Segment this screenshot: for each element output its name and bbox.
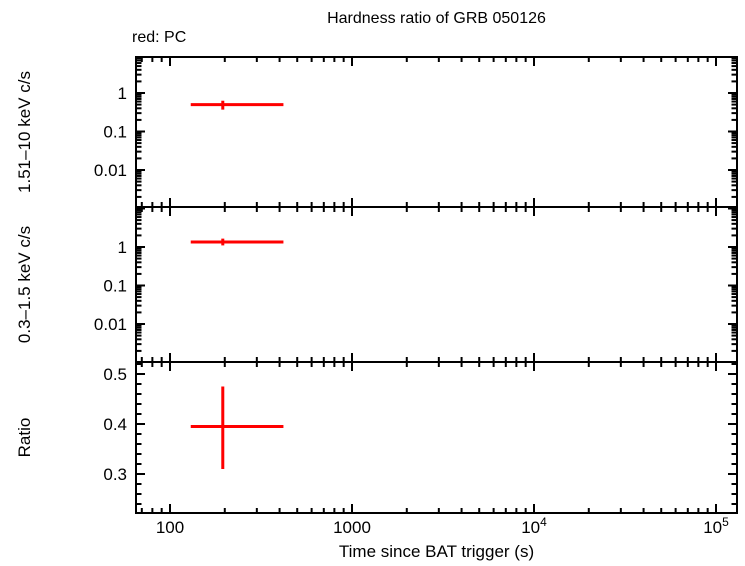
y-tick-label: 0.4 (103, 415, 127, 434)
x-tick-label: 104 (521, 515, 547, 537)
panel-frame-soft-band (135, 206, 738, 363)
x-tick-label: 100 (156, 518, 184, 537)
y-axis-title-soft-band: 0.3–1.5 keV c/s (15, 226, 34, 343)
panel-frame-ratio (135, 361, 738, 514)
y-axis-title-ratio: Ratio (15, 418, 34, 458)
x-tick-label: 1000 (333, 518, 371, 537)
y-tick-label: 1 (118, 238, 127, 257)
figure-title: Hardness ratio of GRB 050126 (327, 10, 546, 27)
y-tick-label: 0.3 (103, 465, 127, 484)
y-tick-label: 0.5 (103, 365, 127, 384)
mode-legend: red: PC (132, 29, 187, 46)
y-axis-title-hard-band: 1.51–10 keV c/s (15, 71, 34, 193)
y-tick-label: 1 (118, 84, 127, 103)
x-axis-title: Time since BAT trigger (s) (339, 542, 534, 561)
y-tick-label: 0.1 (103, 123, 127, 142)
panel-frame-hard-band (135, 56, 738, 208)
y-tick-label: 0.01 (94, 161, 127, 180)
x-tick-label: 105 (703, 515, 729, 537)
y-tick-label: 0.01 (94, 315, 127, 334)
y-tick-label: 0.1 (103, 277, 127, 296)
